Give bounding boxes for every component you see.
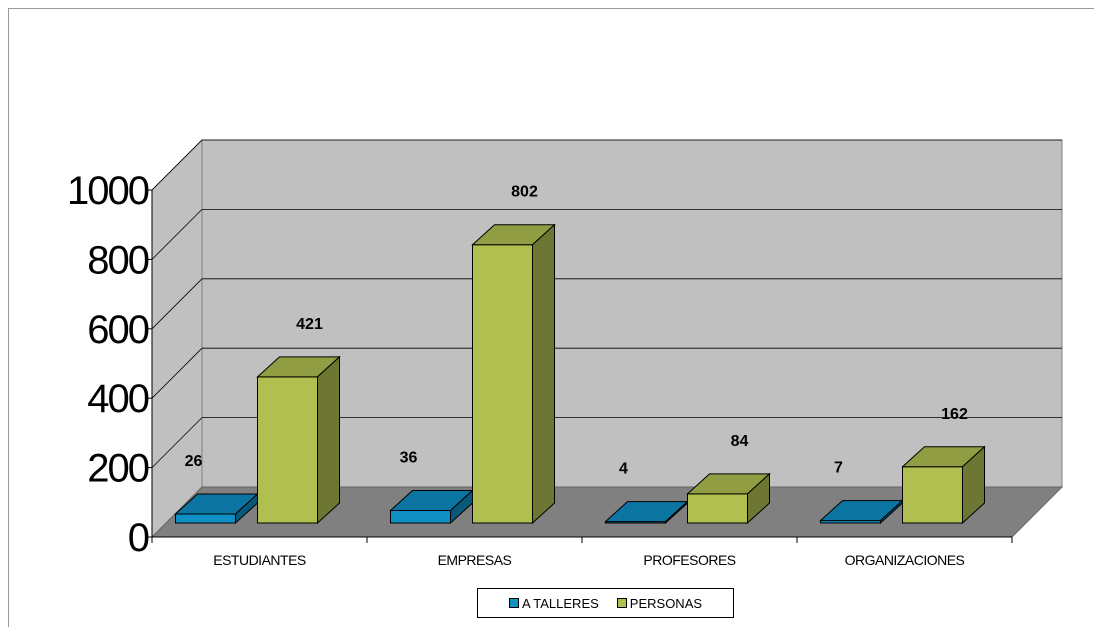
- legend-entry-talleres: A TALLERES: [508, 595, 599, 611]
- y-tick-label: 0: [128, 516, 149, 560]
- data-label: 84: [731, 433, 749, 450]
- side-wall: [151, 138, 203, 539]
- y-tick-label: 400: [87, 377, 148, 421]
- data-label: 162: [941, 406, 968, 423]
- legend-swatch-talleres: [508, 598, 519, 608]
- legend-swatch-personas: [616, 598, 627, 608]
- bar: [257, 376, 318, 524]
- chart-frame: [8, 8, 1094, 627]
- bar: [687, 493, 748, 524]
- y-tick-label: 600: [87, 308, 148, 352]
- y-tick-label: 1000: [67, 169, 149, 213]
- data-label: 26: [185, 453, 203, 470]
- x-category-label: PROFESORES: [643, 552, 735, 568]
- bar: [472, 244, 533, 524]
- y-axis: 0 200 400 600 800 1000: [67, 169, 153, 560]
- data-label: 7: [834, 460, 843, 477]
- bar: [902, 466, 963, 524]
- data-label: 802: [511, 184, 538, 201]
- data-label: 421: [296, 316, 323, 333]
- gridline-side: [151, 417, 203, 468]
- legend: A TALLERES PERSONAS: [477, 588, 734, 618]
- x-axis: ESTUDIANTES EMPRESAS PROFESORES ORGANIZACIO…: [151, 536, 1013, 568]
- x-category-label: EMPRESAS: [438, 552, 512, 568]
- bar-side: [317, 355, 340, 525]
- x-category-label: ORGANIZACIONES: [845, 552, 965, 568]
- data-label: 36: [400, 450, 418, 467]
- gridlines: [151, 139, 1062, 468]
- bar-side: [532, 223, 555, 525]
- data-label: 4: [619, 461, 628, 478]
- legend-label-talleres: A TALLERES: [521, 595, 599, 611]
- gridline-side: [151, 347, 203, 399]
- gridline-side: [151, 278, 203, 330]
- bars: [174, 223, 986, 525]
- x-category-label: ESTUDIANTES: [213, 552, 306, 568]
- legend-entry-personas: PERSONAS: [616, 595, 703, 611]
- bar-side: [747, 472, 770, 525]
- data-labels: 26 421 36 802 4 84 7 162: [185, 184, 968, 478]
- y-tick-label: 800: [87, 238, 148, 282]
- y-tick-label: 200: [87, 447, 148, 491]
- bar: [175, 513, 236, 524]
- bar-side: [962, 445, 985, 525]
- gridline-side: [151, 139, 203, 191]
- bar: [390, 510, 451, 524]
- legend-label-personas: PERSONAS: [629, 595, 703, 611]
- gridline-side: [151, 209, 203, 260]
